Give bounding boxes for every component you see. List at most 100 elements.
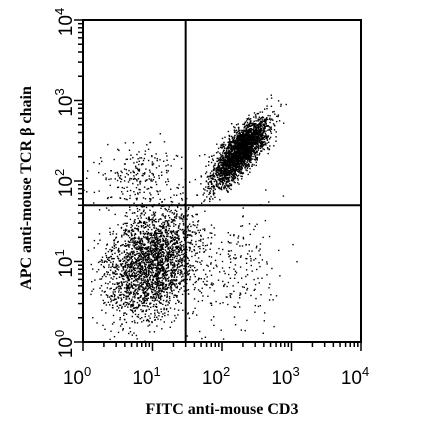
- event-dot: [187, 227, 189, 229]
- event-dot: [165, 245, 168, 247]
- event-dot: [132, 263, 134, 265]
- event-dot: [108, 256, 111, 259]
- event-dot: [280, 103, 282, 106]
- event-dot: [192, 311, 195, 313]
- event-dot: [128, 255, 130, 258]
- event-dot: [221, 172, 223, 174]
- event-dot: [232, 169, 234, 172]
- event-dot: [204, 228, 206, 230]
- event-dot: [124, 266, 127, 268]
- event-dot: [240, 165, 243, 168]
- event-dot: [164, 228, 167, 231]
- event-dot: [156, 293, 159, 296]
- event-dot: [93, 239, 96, 242]
- event-dot: [258, 119, 261, 121]
- event-dot: [109, 288, 111, 290]
- event-dot: [173, 294, 175, 296]
- event-dot: [246, 169, 248, 172]
- event-dot: [240, 156, 243, 158]
- event-dot: [142, 299, 144, 301]
- event-dot: [260, 118, 262, 120]
- event-dot: [251, 147, 254, 149]
- event-dot: [145, 294, 147, 297]
- event-dot: [166, 239, 169, 241]
- event-dot: [231, 164, 233, 166]
- event-dot: [109, 269, 112, 271]
- event-dot: [227, 159, 229, 161]
- event-dot: [170, 273, 172, 275]
- event-dot: [129, 331, 132, 333]
- event-dot: [263, 148, 265, 151]
- event-dot: [229, 150, 231, 152]
- event-dot: [178, 282, 180, 284]
- event-dot: [154, 245, 157, 247]
- event-dot: [136, 279, 138, 282]
- event-dot: [164, 217, 166, 219]
- event-dot: [250, 157, 252, 160]
- event-dot: [126, 289, 128, 292]
- event-dot: [168, 295, 171, 298]
- event-dot: [241, 166, 243, 169]
- event-dot: [166, 296, 168, 298]
- event-dot: [245, 127, 247, 129]
- event-dot: [171, 283, 173, 285]
- event-dot: [142, 258, 145, 260]
- event-dot: [172, 283, 174, 285]
- event-dot: [158, 219, 160, 221]
- event-dot: [154, 254, 157, 256]
- event-dot: [140, 282, 142, 284]
- event-dot: [230, 172, 232, 174]
- event-dot: [155, 295, 157, 297]
- event-dot: [229, 164, 231, 167]
- event-dot: [263, 135, 265, 137]
- event-dot: [144, 247, 147, 249]
- event-dot: [182, 216, 185, 219]
- event-dot: [192, 221, 194, 223]
- event-dot: [148, 283, 150, 285]
- event-dot: [229, 142, 231, 145]
- event-dot: [231, 150, 234, 152]
- event-dot: [134, 290, 136, 292]
- event-dot: [136, 301, 139, 304]
- event-dot: [112, 264, 114, 266]
- event-dot: [165, 264, 168, 266]
- event-dot: [131, 278, 133, 280]
- event-dot: [145, 251, 147, 254]
- event-dot: [120, 245, 122, 247]
- event-dot: [179, 223, 181, 225]
- event-dot: [154, 298, 157, 300]
- event-dot: [153, 225, 156, 227]
- event-dot: [227, 148, 229, 150]
- event-dot: [173, 231, 175, 233]
- event-dot: [179, 257, 181, 259]
- event-dot: [232, 175, 234, 177]
- event-dot: [159, 238, 161, 241]
- event-dot: [128, 273, 130, 275]
- event-dot: [156, 244, 158, 246]
- event-dot: [270, 128, 272, 130]
- event-dot: [231, 153, 234, 155]
- event-dot: [167, 251, 169, 253]
- event-dot: [178, 235, 180, 237]
- event-dot: [173, 194, 175, 196]
- event-dot: [186, 218, 188, 220]
- event-dot: [266, 136, 268, 139]
- event-dot: [147, 319, 149, 321]
- event-dot: [264, 122, 267, 124]
- event-dot: [113, 294, 116, 296]
- event-dot: [179, 288, 181, 291]
- event-dot: [149, 242, 152, 245]
- event-dot: [253, 127, 255, 129]
- event-dot: [143, 272, 145, 274]
- event-dot: [147, 236, 149, 238]
- event-dot: [263, 130, 266, 133]
- event-dot: [194, 287, 196, 289]
- event-dot: [131, 298, 133, 300]
- event-dot: [173, 296, 175, 298]
- event-dot: [208, 156, 210, 158]
- event-dot: [161, 243, 163, 246]
- event-dot: [166, 292, 169, 294]
- event-dot: [152, 249, 154, 251]
- event-dot: [96, 322, 98, 324]
- event-dot: [129, 327, 131, 329]
